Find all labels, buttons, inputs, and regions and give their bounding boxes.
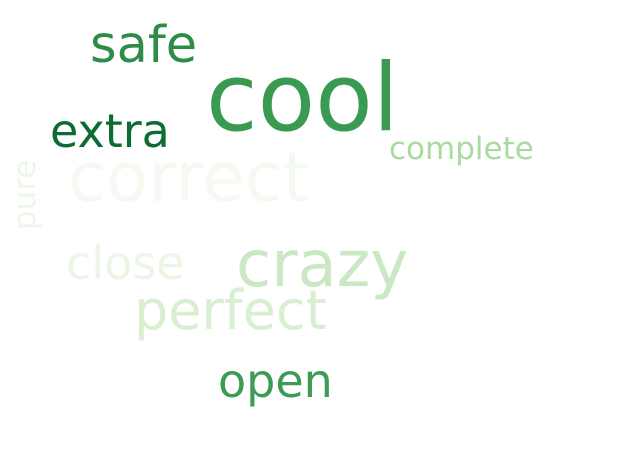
word-perfect: perfect bbox=[134, 279, 327, 342]
word-pure: pure bbox=[7, 159, 43, 230]
word-cool: cool bbox=[206, 44, 399, 153]
word-safe: safe bbox=[90, 16, 198, 75]
word-extra: extra bbox=[50, 104, 170, 158]
word-complete: complete bbox=[389, 131, 534, 167]
word-crazy: crazy bbox=[236, 228, 409, 302]
word-close: close bbox=[66, 236, 185, 290]
word-correct: correct bbox=[68, 138, 310, 218]
word-open: open bbox=[218, 354, 333, 408]
